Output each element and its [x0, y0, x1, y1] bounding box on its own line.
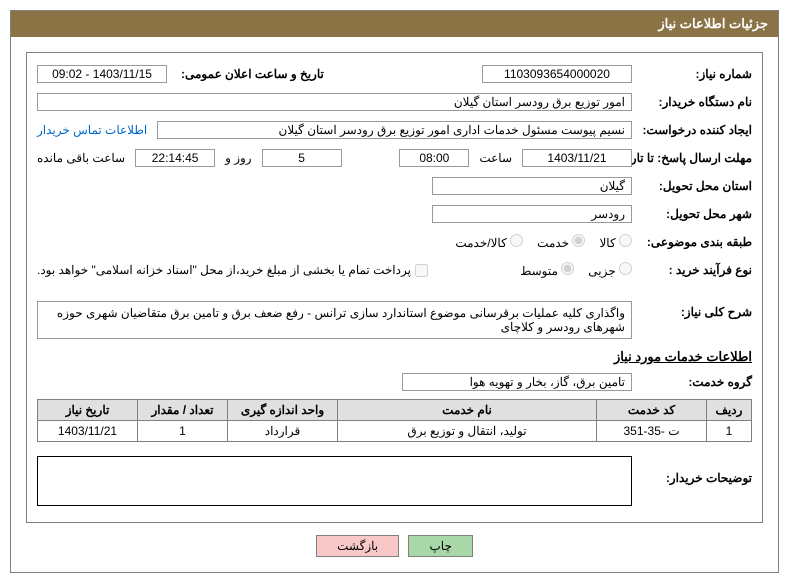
need-desc-value: واگذاری کلیه عملیات برقرسانی موضوع استان… — [37, 301, 632, 339]
th-qty: تعداد / مقدار — [138, 400, 228, 421]
service-group-value: تامین برق، گاز، بخار و تهویه هوا — [402, 373, 632, 391]
th-name: نام خدمت — [338, 400, 597, 421]
province-label: استان محل تحویل: — [632, 179, 752, 193]
need-no-label: شماره نیاز: — [632, 67, 752, 81]
th-code: کد خدمت — [597, 400, 707, 421]
deadline-days: 5 — [262, 149, 342, 167]
need-desc-label: شرح کلی نیاز: — [632, 301, 752, 319]
subject-opt3[interactable]: کالا/خدمت — [455, 234, 523, 250]
service-info-title: اطلاعات خدمات مورد نیاز — [37, 349, 752, 365]
treasury-check[interactable] — [415, 264, 428, 277]
city-value: رودسر — [432, 205, 632, 223]
panel-title: جزئیات اطلاعات نیاز — [11, 11, 778, 37]
buyer-notes-box — [37, 456, 632, 506]
table-row: 1 ت -35-351 تولید، انتقال و توزیع برق قر… — [38, 421, 752, 442]
deadline-date: 1403/11/21 — [522, 149, 632, 167]
th-row: ردیف — [707, 400, 752, 421]
need-no-value: 1103093654000020 — [482, 65, 632, 83]
th-date: تاریخ نیاز — [38, 400, 138, 421]
td-name: تولید، انتقال و توزیع برق — [338, 421, 597, 442]
deadline-remain: 22:14:45 — [135, 149, 215, 167]
time-lbl: ساعت — [479, 151, 512, 165]
contact-link[interactable]: اطلاعات تماس خریدار — [37, 123, 147, 137]
td-unit: قرارداد — [228, 421, 338, 442]
remain-lbl: ساعت باقی مانده — [37, 151, 125, 165]
announce-label: تاریخ و ساعت اعلان عمومی: — [177, 67, 324, 81]
subject-opt2[interactable]: خدمت — [537, 234, 585, 250]
table-header-row: ردیف کد خدمت نام خدمت واحد اندازه گیری ت… — [38, 400, 752, 421]
buyer-org-value: امور توزیع برق رودسر استان گیلان — [37, 93, 632, 111]
print-button[interactable]: چاپ — [408, 535, 472, 557]
requester-label: ایجاد کننده درخواست: — [632, 123, 752, 137]
service-table: ردیف کد خدمت نام خدمت واحد اندازه گیری ت… — [37, 399, 752, 442]
subject-class-label: طبقه بندی موضوعی: — [632, 235, 752, 249]
announce-value: 1403/11/15 - 09:02 — [37, 65, 167, 83]
buy-opt1[interactable]: جزیی — [588, 262, 632, 278]
buy-opt2[interactable]: متوسط — [520, 262, 574, 278]
buyer-notes-label: توضیحات خریدار: — [632, 456, 752, 485]
td-date: 1403/11/21 — [38, 421, 138, 442]
td-code: ت -35-351 — [597, 421, 707, 442]
service-group-label: گروه خدمت: — [632, 375, 752, 389]
city-label: شهر محل تحویل: — [632, 207, 752, 221]
buy-type-label: نوع فرآیند خرید : — [632, 263, 752, 277]
days-lbl: روز و — [225, 151, 252, 165]
th-unit: واحد اندازه گیری — [228, 400, 338, 421]
back-button[interactable]: بازگشت — [316, 535, 399, 557]
deadline-time: 08:00 — [399, 149, 469, 167]
buyer-org-label: نام دستگاه خریدار: — [632, 95, 752, 109]
subject-opt1[interactable]: کالا — [599, 234, 632, 250]
province-value: گیلان — [432, 177, 632, 195]
td-row: 1 — [707, 421, 752, 442]
requester-value: نسیم پیوست مسئول خدمات اداری امور توزیع … — [157, 121, 632, 139]
buy-type-note: پرداخت تمام یا بخشی از مبلغ خرید،از محل … — [37, 263, 411, 277]
td-qty: 1 — [138, 421, 228, 442]
deadline-label: مهلت ارسال پاسخ: تا تاریخ: — [632, 151, 752, 165]
